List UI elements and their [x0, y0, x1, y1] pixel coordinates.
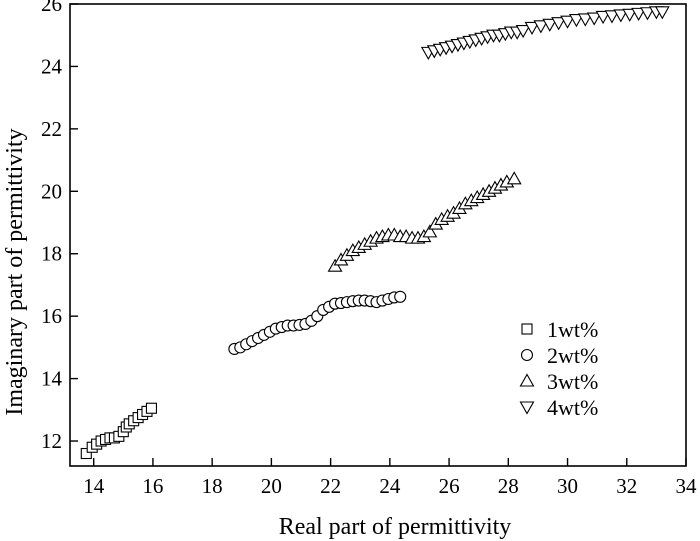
data-point	[622, 8, 638, 22]
legend-marker	[520, 348, 534, 362]
x-tick-label: 22	[320, 474, 341, 498]
y-tick-label: 20	[41, 179, 62, 203]
y-axis-label: Imaginary part of permittivity	[2, 128, 28, 415]
y-tick-label: 16	[41, 304, 62, 328]
y-tick-label: 26	[41, 0, 62, 16]
x-tick-label: 24	[379, 474, 401, 498]
data-point	[551, 17, 567, 31]
data-point	[640, 7, 655, 21]
x-tick-label: 14	[83, 474, 105, 498]
y-tick-label: 12	[41, 429, 62, 453]
legend-label: 4wt%	[547, 395, 598, 420]
data-point	[568, 14, 584, 28]
x-tick-label: 30	[557, 474, 578, 498]
series-2wt%	[228, 290, 407, 355]
legend-marker	[519, 401, 535, 415]
series-1wt%	[80, 402, 157, 460]
x-tick-label: 26	[439, 474, 460, 498]
y-tick-label: 22	[41, 117, 62, 141]
data-point	[524, 21, 540, 36]
series-4wt%	[420, 6, 670, 61]
y-axis: 12 14 16 18 20 22 24 26	[41, 0, 78, 453]
data-point	[422, 224, 438, 238]
legend-label: 1wt%	[547, 317, 598, 342]
data-point	[604, 10, 620, 24]
data-point	[595, 10, 611, 25]
data-point	[145, 402, 157, 414]
data-point	[654, 6, 670, 20]
data-point	[394, 290, 407, 303]
x-tick-label: 20	[261, 474, 282, 498]
data-point	[533, 20, 549, 34]
series-3wt%	[327, 171, 522, 272]
plot-frame	[69, 3, 687, 467]
legend-label: 2wt%	[547, 343, 598, 368]
data-point	[542, 18, 558, 32]
data-point	[506, 171, 522, 185]
legend-marker	[521, 323, 533, 335]
y-tick-label: 24	[41, 54, 63, 78]
x-tick-label: 32	[616, 474, 637, 498]
x-axis-label: Real part of permittivity	[279, 514, 512, 540]
x-tick-label: 34	[676, 474, 698, 498]
y-tick-label: 14	[41, 367, 63, 391]
data-point	[631, 7, 647, 21]
legend-marker	[519, 373, 535, 387]
data-points	[80, 6, 670, 460]
x-tick-label: 28	[498, 474, 519, 498]
x-tick-label: 16	[142, 474, 163, 498]
y-tick-label: 18	[41, 242, 62, 266]
legend: 1wt%2wt%3wt%4wt%	[519, 317, 598, 420]
x-axis: 14 16 18 20 22 24 26 28 30 32 34	[83, 458, 697, 498]
x-tick-label: 18	[202, 474, 223, 498]
legend-label: 3wt%	[547, 369, 598, 394]
data-point	[613, 9, 629, 23]
data-point	[560, 15, 575, 29]
data-point	[515, 24, 531, 39]
data-point	[577, 13, 593, 27]
data-point	[80, 447, 92, 460]
data-point	[586, 12, 602, 26]
